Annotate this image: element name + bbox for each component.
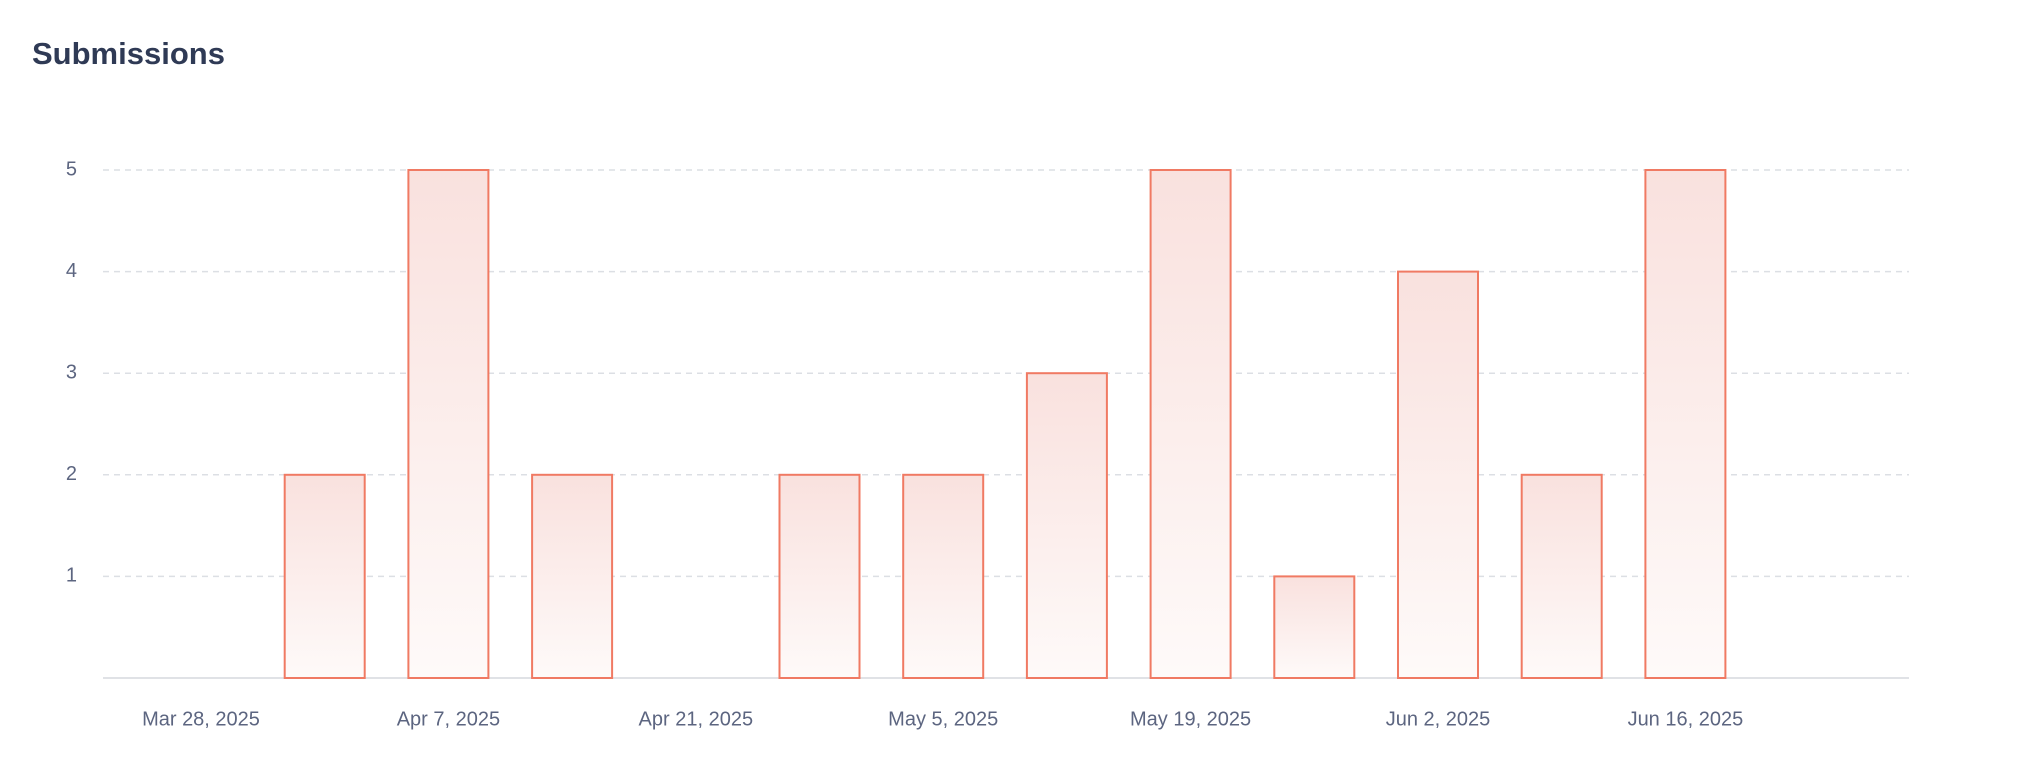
bar <box>1149 169 1232 679</box>
bar <box>1025 372 1108 679</box>
x-tick-label: May 19, 2025 <box>1130 708 1251 730</box>
x-tick-label: Mar 28, 2025 <box>142 708 260 730</box>
x-tick-label: Jun 2, 2025 <box>1386 708 1491 730</box>
bar <box>1644 169 1727 679</box>
bar <box>1273 575 1356 680</box>
x-tick-label: Apr 7, 2025 <box>397 708 500 730</box>
bar <box>283 473 366 679</box>
bar <box>407 169 490 679</box>
y-tick-label: 2 <box>66 463 77 485</box>
y-tick-label: 5 <box>66 158 77 180</box>
bar <box>531 473 614 679</box>
chart-title: Submissions <box>32 36 225 71</box>
bar <box>1397 270 1479 679</box>
bar <box>902 473 985 679</box>
bar <box>1520 473 1603 679</box>
y-tick-label: 3 <box>66 361 77 383</box>
y-tick-label: 1 <box>66 565 77 587</box>
bar <box>778 473 861 679</box>
x-tick-label: May 5, 2025 <box>888 708 998 730</box>
x-tick-label: Apr 21, 2025 <box>639 708 754 730</box>
y-tick-label: 4 <box>66 260 77 282</box>
x-tick-label: Jun 16, 2025 <box>1628 708 1744 730</box>
